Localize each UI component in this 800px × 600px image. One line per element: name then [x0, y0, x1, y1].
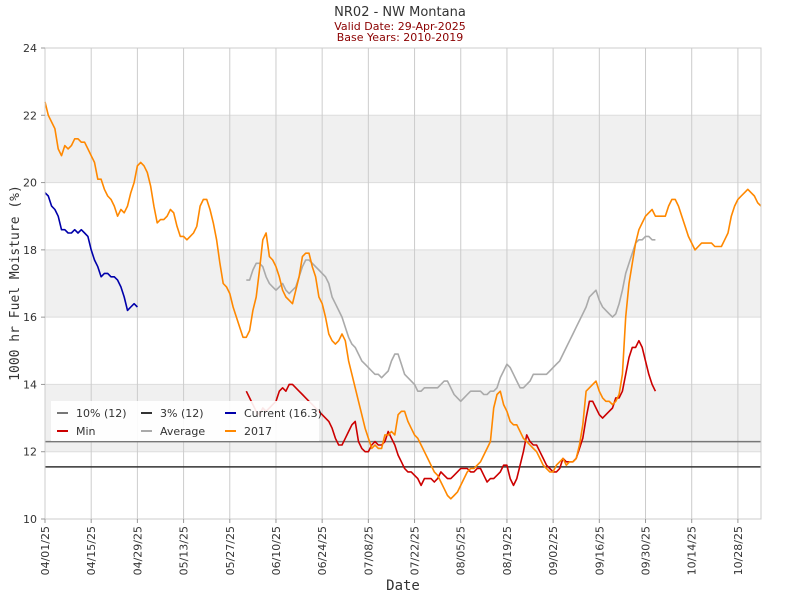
- chart-subtitle-base-years: Base Years: 2010-2019: [337, 31, 463, 44]
- x-tick-label: 09/02/25: [547, 526, 560, 575]
- legend: 10% (12) 3% (12) Current (16.3) Min Average 2…: [51, 401, 322, 441]
- plot-frame: [44, 47, 762, 520]
- legend-label: Current (16.3): [244, 407, 322, 420]
- x-tick-label: 10/28/25: [732, 526, 745, 575]
- x-tick-label: 04/15/25: [85, 526, 98, 575]
- background-band: [45, 249, 761, 318]
- legend-label: Average: [160, 425, 205, 438]
- x-tick-label: 09/30/25: [640, 526, 653, 575]
- y-tick-label: 10: [23, 513, 37, 526]
- x-tick-label: 07/08/25: [362, 526, 375, 575]
- y-tick-label: 20: [23, 177, 37, 190]
- x-tick-label: 05/27/25: [224, 526, 237, 575]
- chart-subtitle-valid-date: Valid Date: 29-Apr-2025: [334, 20, 466, 33]
- x-tick-label: 06/24/25: [316, 526, 329, 575]
- series-line: [44, 101, 762, 500]
- x-tick-label: 07/22/25: [409, 526, 422, 575]
- x-tick-label: 05/13/25: [178, 526, 191, 575]
- chart-title: NR02 - NW Montana: [334, 5, 466, 20]
- y-tick-label: 16: [23, 311, 37, 324]
- background-bands: [45, 115, 761, 452]
- y-tick-label: 22: [23, 109, 37, 122]
- y-tick-label: 12: [23, 446, 37, 459]
- y-tick-label: 14: [23, 378, 37, 391]
- legend-label: Min: [76, 425, 96, 438]
- x-axis-label: Date: [386, 578, 420, 594]
- y-axis-label: 1000 hr Fuel Moisture (%): [8, 185, 23, 381]
- x-tick-label: 08/05/25: [455, 526, 468, 575]
- x-tick-label: 04/29/25: [131, 526, 144, 575]
- y-axis-ticks: 10 12 14 16 18 20 22 24: [23, 42, 45, 526]
- background-band: [45, 115, 761, 183]
- legend-label: 3% (12): [160, 407, 204, 420]
- x-tick-label: 06/10/25: [270, 526, 283, 575]
- x-tick-label: 10/14/25: [686, 526, 699, 575]
- legend-box: [51, 401, 319, 441]
- x-axis-ticks: 04/01/25 04/15/25 04/29/25 05/13/25 05/27/25…: [39, 519, 745, 575]
- legend-label: 10% (12): [76, 407, 127, 420]
- series-line: [246, 235, 656, 403]
- legend-label: 2017: [244, 425, 272, 438]
- x-tick-label: 09/16/25: [593, 526, 606, 575]
- series-line: [44, 192, 138, 312]
- x-tick-label: 08/19/25: [501, 526, 514, 575]
- x-tick-label: 04/01/25: [39, 526, 52, 575]
- y-tick-label: 18: [23, 244, 37, 257]
- y-tick-label: 24: [23, 42, 37, 55]
